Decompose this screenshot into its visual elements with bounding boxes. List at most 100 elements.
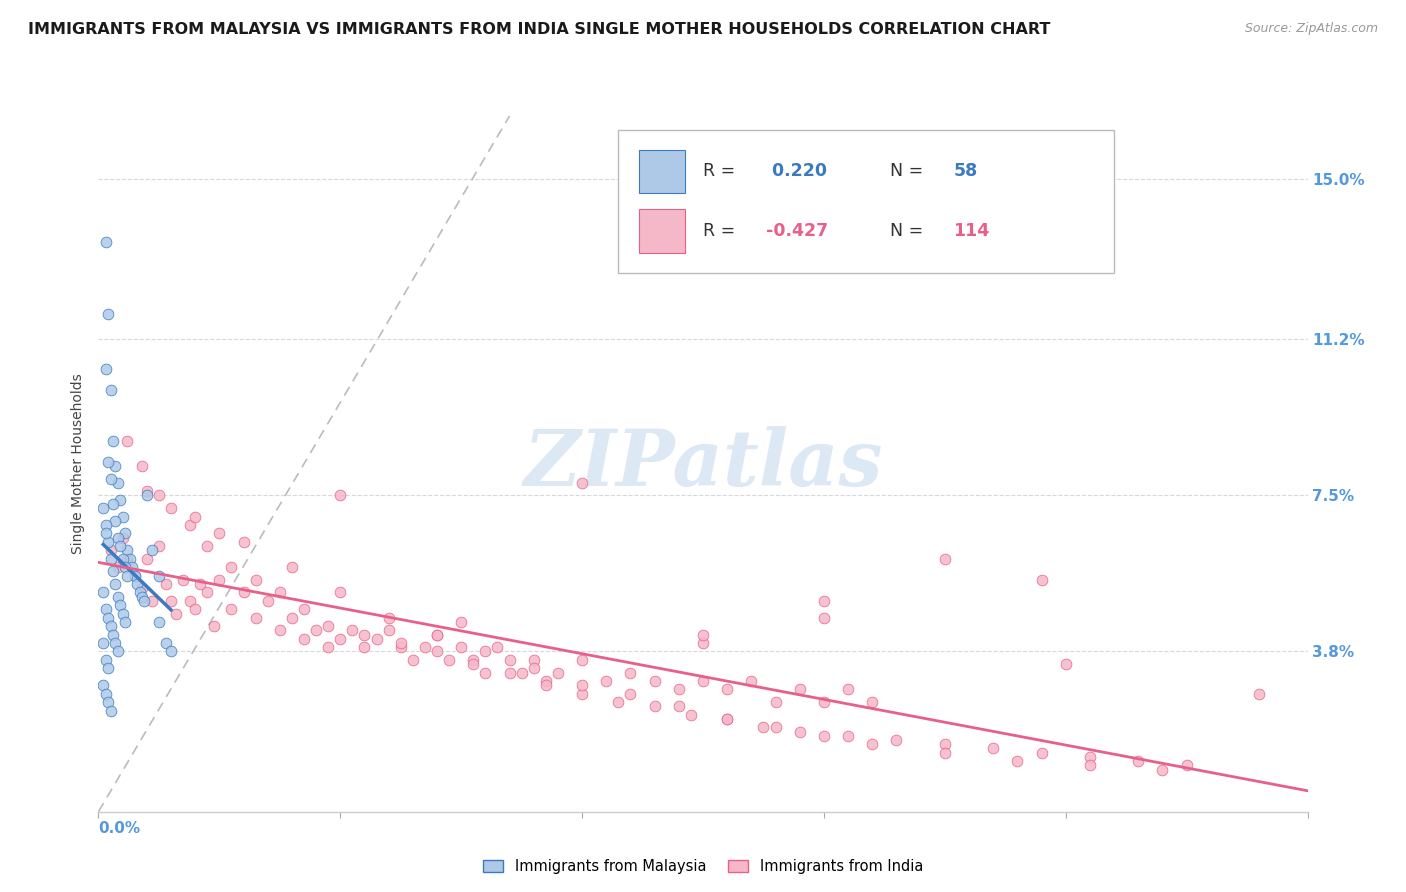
Point [692,673,714,688]
Point [172,573,194,587]
Point [752,720,775,734]
Point [97,695,120,709]
FancyBboxPatch shape [638,210,685,252]
Point [135,484,157,499]
Point [245,573,267,587]
Point [141,543,163,558]
Point [547,665,569,680]
Point [184,509,207,524]
Point [111,551,134,566]
Point [184,602,207,616]
Point [94,518,117,533]
Point [329,632,352,646]
Point [91,678,114,692]
Point [329,488,352,502]
Point [571,687,593,701]
Point [97,611,120,625]
Point [124,568,146,582]
Point [716,712,738,726]
Text: R =: R = [703,222,741,240]
Point [837,729,859,743]
Point [179,594,201,608]
Point [934,746,956,760]
Point [353,627,375,641]
Point [813,729,835,743]
Point [94,602,117,616]
FancyBboxPatch shape [619,130,1114,273]
Point [474,644,496,658]
Point [114,615,136,629]
Point [463,653,485,667]
Point [1128,754,1150,768]
Point [1152,763,1174,777]
Point [716,682,738,697]
Point [619,665,641,680]
Point [813,695,835,709]
Point [221,560,243,574]
Point [94,362,117,376]
Point [789,724,811,739]
Point [389,640,412,655]
Point [100,472,122,486]
Point [692,636,714,650]
Point [114,526,136,541]
Point [571,653,593,667]
Point [523,653,546,667]
Y-axis label: Single Mother Households: Single Mother Households [72,374,86,554]
Point [97,307,120,321]
Point [100,704,122,718]
Point [1031,746,1053,760]
Point [101,434,124,448]
Point [269,624,291,638]
Text: 114: 114 [953,222,990,240]
Point [668,682,690,697]
Point [165,607,187,621]
Text: ZIPatlas: ZIPatlas [523,425,883,502]
Point [292,632,315,646]
Point [124,568,146,582]
Point [426,627,449,641]
Point [329,585,352,599]
Point [100,543,122,558]
Point [131,590,153,604]
Point [135,488,157,502]
Point [1249,687,1271,701]
Point [316,619,339,633]
Point [160,644,183,658]
Text: Source: ZipAtlas.com: Source: ZipAtlas.com [1244,22,1378,36]
Point [426,644,449,658]
Point [498,653,520,667]
Point [571,475,593,490]
Point [571,678,593,692]
Point [179,518,201,533]
Point [789,682,811,697]
Point [981,741,1004,756]
Text: N =: N = [890,222,929,240]
Point [195,585,218,599]
Point [131,458,153,473]
Point [100,619,122,633]
Point [450,640,472,655]
Point [269,585,291,599]
Point [486,640,509,655]
Point [97,534,120,549]
Point [107,644,129,658]
Point [474,665,496,680]
Point [1078,750,1101,764]
Point [595,673,617,688]
Point [534,673,557,688]
Point [813,594,835,608]
Text: N =: N = [890,162,929,180]
Point [353,640,375,655]
Point [107,590,129,604]
Point [366,632,388,646]
Point [498,665,520,680]
Point [342,624,364,638]
Point [117,434,139,448]
Point [107,560,129,574]
Point [765,695,787,709]
Text: IMMIGRANTS FROM MALAYSIA VS IMMIGRANTS FROM INDIA SINGLE MOTHER HOUSEHOLDS CORRE: IMMIGRANTS FROM MALAYSIA VS IMMIGRANTS F… [28,22,1050,37]
Point [837,682,859,697]
Point [619,687,641,701]
Point [305,624,328,638]
